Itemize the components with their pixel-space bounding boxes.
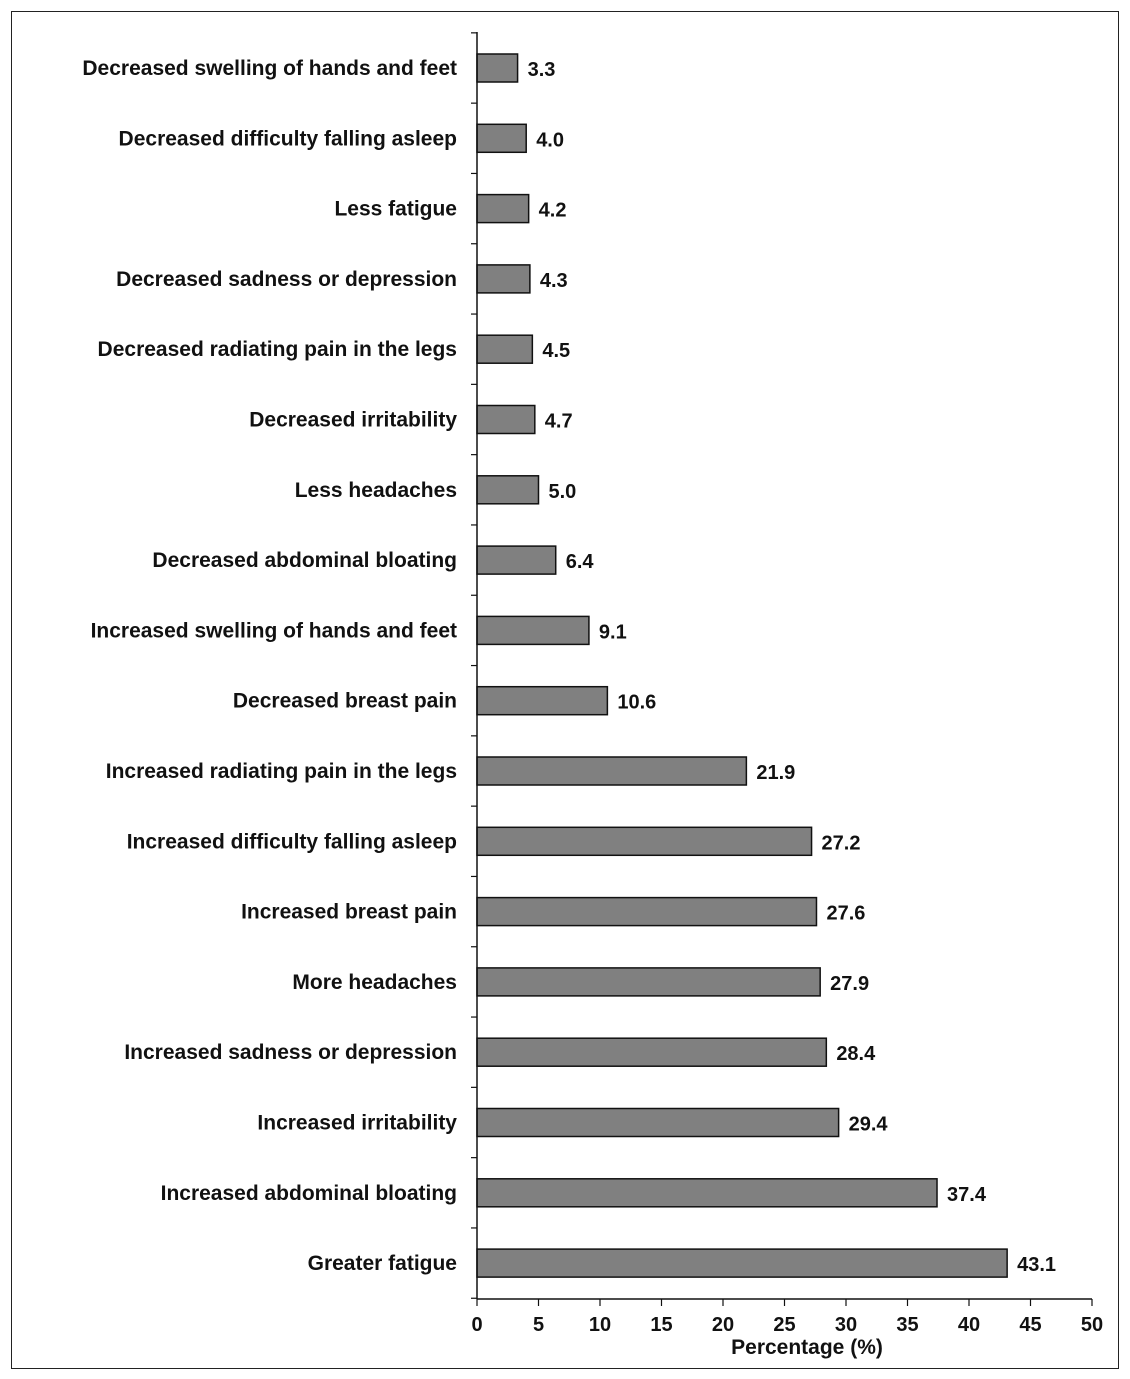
horizontal-bar-chart: Decreased swelling of hands and feet Decr… [82, 32, 1103, 1359]
bar [476, 967, 821, 997]
bar [476, 1037, 828, 1067]
figure-frame: Decreased swelling of hands and feet Decr… [11, 11, 1119, 1369]
category-label: Decreased irritability [249, 409, 457, 432]
x-tick-label: 50 [1081, 1314, 1103, 1336]
x-tick-label: 10 [589, 1314, 611, 1336]
value-label: 9.1 [599, 621, 627, 643]
bar [476, 123, 527, 154]
bar [476, 264, 531, 294]
bar [476, 685, 609, 716]
category-label: Greater fatigue [308, 1252, 457, 1275]
x-ticks-group: 0 5 10 15 20 25 30 35 40 45 50 [471, 1299, 1103, 1336]
category-label: Increased irritability [257, 1112, 457, 1135]
x-tick-label: 5 [533, 1314, 544, 1336]
x-tick-label: 30 [835, 1314, 857, 1336]
category-label: Decreased swelling of hands and feet [82, 57, 457, 80]
value-label: 43.1 [1017, 1254, 1056, 1276]
bar [476, 334, 534, 364]
category-labels-group: Decreased swelling of hands and feet Decr… [82, 57, 457, 1275]
value-label: 29.4 [849, 1114, 889, 1136]
bar [476, 475, 540, 505]
category-label: Less headaches [295, 479, 457, 502]
value-label: 21.9 [756, 762, 795, 784]
value-label: 37.4 [947, 1184, 987, 1206]
value-label: 27.6 [826, 903, 865, 925]
category-label: Decreased sadness or depression [116, 268, 457, 291]
bar [476, 404, 536, 435]
axes-group [471, 32, 1092, 1300]
bar [476, 756, 748, 786]
category-label: Decreased difficulty falling asleep [119, 127, 457, 150]
category-label: Increased swelling of hands and feet [91, 619, 457, 642]
bar [476, 826, 813, 857]
value-label: 4.0 [536, 129, 564, 151]
x-tick-label: 40 [958, 1314, 980, 1336]
value-label: 10.6 [617, 692, 656, 714]
x-axis-title: Percentage (%) [731, 1336, 883, 1359]
value-label: 4.2 [539, 200, 567, 222]
value-label: 5.0 [549, 481, 577, 503]
bar [476, 1248, 1008, 1278]
x-tick-label: 25 [773, 1314, 795, 1336]
category-label: Increased radiating pain in the legs [106, 760, 457, 783]
category-label: Increased difficulty falling asleep [127, 830, 457, 853]
bar [476, 53, 519, 83]
category-label: Increased sadness or depression [124, 1041, 457, 1064]
bar [476, 1178, 938, 1208]
x-tick-label: 0 [471, 1314, 482, 1336]
value-label: 27.9 [830, 973, 869, 995]
category-label: Decreased radiating pain in the legs [98, 338, 457, 361]
value-label: 3.3 [528, 59, 556, 81]
value-label: 4.7 [545, 411, 573, 433]
category-label: Increased breast pain [241, 901, 457, 924]
bar [476, 545, 557, 575]
value-label: 4.5 [542, 340, 570, 362]
bar [476, 193, 530, 224]
value-labels-group: 3.3 4.0 4.2 4.3 4.5 4.7 5.0 6.4 9.1 10.6 21.9 27.2 2… [528, 59, 1056, 1276]
bars-group [476, 53, 1008, 1278]
category-label: More headaches [292, 971, 457, 994]
value-label: 28.4 [836, 1043, 876, 1065]
bar [476, 1107, 840, 1138]
value-label: 6.4 [566, 551, 595, 573]
value-label: 4.3 [540, 270, 568, 292]
bar [476, 615, 590, 646]
category-label: Increased abdominal bloating [161, 1182, 457, 1205]
x-tick-label: 20 [712, 1314, 734, 1336]
category-label: Less fatigue [334, 198, 457, 221]
bar [476, 896, 818, 927]
category-label: Decreased breast pain [233, 690, 457, 713]
x-tick-label: 35 [896, 1314, 918, 1336]
x-tick-label: 45 [1019, 1314, 1041, 1336]
value-label: 27.2 [822, 832, 861, 854]
x-tick-label: 15 [650, 1314, 672, 1336]
category-label: Decreased abdominal bloating [152, 549, 457, 572]
